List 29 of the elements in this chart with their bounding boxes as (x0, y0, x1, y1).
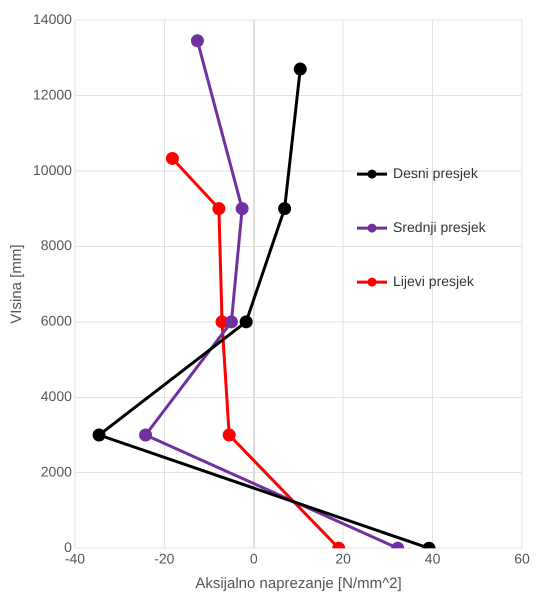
y-tick-label: 10000 (32, 162, 72, 178)
legend-label: Desni presjek (393, 164, 479, 181)
point (190, 34, 204, 48)
x-tick-label: 20 (335, 550, 352, 566)
point (236, 202, 249, 216)
y-tick-label: 6000 (40, 312, 72, 329)
x-tick-label: 60 (514, 550, 530, 566)
point (166, 152, 179, 165)
x-tick-label: 40 (424, 550, 441, 566)
y-tick-label: 12000 (32, 86, 72, 102)
legend-label: Srednji presjek (393, 218, 487, 235)
y-tick-label: 0 (64, 539, 72, 556)
y-tick-label: 14000 (32, 10, 72, 27)
x-tick-label: 0 (250, 550, 258, 566)
x-tick-label: -20 (154, 550, 175, 566)
point (294, 62, 307, 76)
y-tick-label: 8000 (40, 237, 72, 254)
y-tick-label: 4000 (40, 388, 72, 404)
y-axis-title: VIsina [mm] (8, 244, 26, 324)
point (222, 428, 236, 442)
point (240, 315, 253, 328)
legend-label: Lijevi presjek (393, 272, 475, 289)
y-tick-label: 2000 (40, 464, 72, 480)
x-axis-title: Aksijalno naprezanje [N/mm^2] (195, 575, 402, 592)
point (212, 202, 226, 216)
point (92, 428, 106, 442)
point (139, 428, 152, 442)
point (278, 202, 292, 216)
point (224, 315, 238, 328)
